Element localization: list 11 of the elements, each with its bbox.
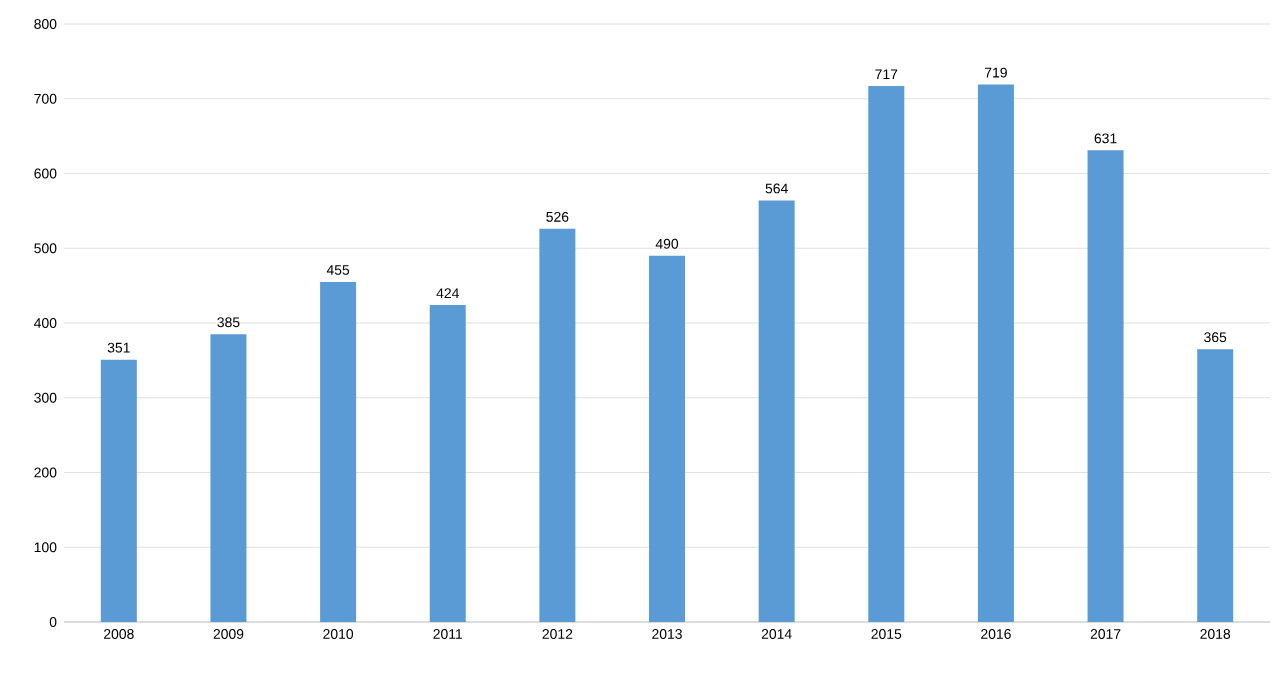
bar [758, 200, 795, 622]
bar [429, 305, 466, 622]
bar [1197, 349, 1234, 622]
bar [1087, 150, 1124, 622]
bar [210, 334, 247, 622]
bar [320, 281, 357, 622]
bar [100, 359, 137, 622]
bar [868, 86, 905, 622]
bar [977, 84, 1014, 622]
bar [539, 228, 576, 622]
bar [649, 255, 686, 622]
